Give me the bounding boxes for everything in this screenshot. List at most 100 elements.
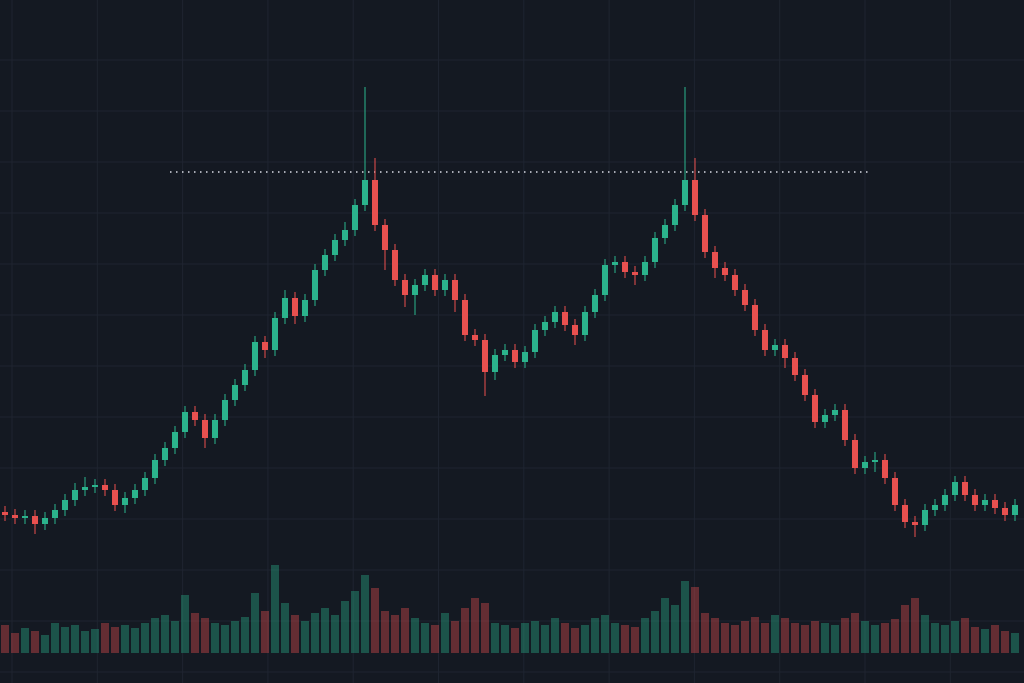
- volume-bar: [451, 621, 459, 653]
- volume-bar: [621, 625, 629, 653]
- volume-bar: [191, 613, 199, 653]
- candle-body: [202, 420, 208, 438]
- candle-body: [872, 460, 878, 462]
- candle-body: [62, 500, 68, 510]
- volume-bar: [961, 618, 969, 653]
- candle-body: [112, 490, 118, 505]
- candle-body: [492, 355, 498, 372]
- volume-bar: [71, 625, 79, 653]
- candle-body: [12, 515, 18, 518]
- candle-body: [332, 240, 338, 255]
- volume-bar: [831, 625, 839, 653]
- candle-body: [602, 265, 608, 295]
- candle-body: [942, 495, 948, 505]
- candle-body: [102, 485, 108, 490]
- candle-body: [72, 490, 78, 500]
- candle-body: [742, 290, 748, 305]
- volume-bar: [521, 623, 529, 653]
- candle-body: [702, 215, 708, 252]
- candle-body: [762, 330, 768, 350]
- candle-body: [612, 262, 618, 265]
- volume-bar: [761, 623, 769, 653]
- volume-bar: [141, 623, 149, 653]
- candle-body: [582, 312, 588, 335]
- volume-bar: [891, 619, 899, 653]
- candle-body: [662, 225, 668, 238]
- volume-bar: [471, 598, 479, 653]
- candle-body: [152, 460, 158, 478]
- candle-body: [572, 325, 578, 335]
- candle-body: [502, 350, 508, 355]
- candle-body: [522, 352, 528, 362]
- candle-body: [632, 272, 638, 275]
- volume-bar: [561, 623, 569, 653]
- volume-bar: [311, 613, 319, 653]
- volume-bar: [331, 615, 339, 653]
- candle-body: [932, 505, 938, 510]
- volume-bar: [31, 631, 39, 653]
- volume-bar: [1, 625, 9, 653]
- volume-bar: [581, 625, 589, 653]
- candle-body: [382, 225, 388, 250]
- candle-body: [452, 280, 458, 300]
- candle-body: [972, 495, 978, 505]
- volume-bar: [411, 618, 419, 653]
- volume-bar: [651, 611, 659, 653]
- candle-body: [852, 440, 858, 468]
- volume-bar: [351, 591, 359, 653]
- candle-body: [42, 518, 48, 524]
- candle-body: [22, 516, 28, 518]
- candle-body: [192, 412, 198, 420]
- candle-body: [32, 516, 38, 524]
- candle-body: [792, 358, 798, 375]
- volume-bar: [591, 618, 599, 653]
- volume-bar: [251, 593, 259, 653]
- candle-body: [462, 300, 468, 335]
- candle-body: [1002, 508, 1008, 515]
- volume-bar: [511, 628, 519, 653]
- candle-body: [1012, 505, 1018, 515]
- volume-bar: [81, 631, 89, 653]
- volume-bar: [41, 635, 49, 653]
- candle-body: [842, 410, 848, 440]
- volume-bar: [101, 623, 109, 653]
- candle-body: [962, 482, 968, 495]
- volume-bar: [51, 623, 59, 653]
- candle-body: [212, 420, 218, 438]
- volume-bar: [871, 625, 879, 653]
- candle-body: [242, 370, 248, 385]
- volume-bar: [601, 615, 609, 653]
- volume-bar: [171, 621, 179, 653]
- volume-bar: [221, 625, 229, 653]
- candle-body: [672, 205, 678, 225]
- volume-bar: [991, 625, 999, 653]
- volume-bar: [721, 623, 729, 653]
- volume-bar: [111, 627, 119, 653]
- candle-body: [892, 478, 898, 505]
- volume-bar: [641, 618, 649, 653]
- candle-body: [222, 400, 228, 420]
- candle-body: [442, 280, 448, 290]
- volume-bar: [911, 598, 919, 653]
- volume-bar: [681, 581, 689, 653]
- candle-body: [752, 305, 758, 330]
- volume-bar: [261, 611, 269, 653]
- candle-body: [262, 342, 268, 350]
- volume-bar: [851, 613, 859, 653]
- volume-bar: [571, 628, 579, 653]
- candle-body: [132, 490, 138, 498]
- candle-body: [372, 180, 378, 225]
- volume-bar: [271, 565, 279, 653]
- volume-bar: [361, 575, 369, 653]
- volume-bar: [321, 608, 329, 653]
- candle-body: [252, 342, 258, 370]
- candle-body: [432, 275, 438, 290]
- candle-body: [542, 322, 548, 330]
- volume-bar: [421, 623, 429, 653]
- volume-bar: [751, 617, 759, 653]
- candle-body: [922, 510, 928, 525]
- candle-body: [722, 268, 728, 275]
- volume-bar: [371, 588, 379, 653]
- volume-bar: [661, 598, 669, 653]
- candle-body: [712, 252, 718, 268]
